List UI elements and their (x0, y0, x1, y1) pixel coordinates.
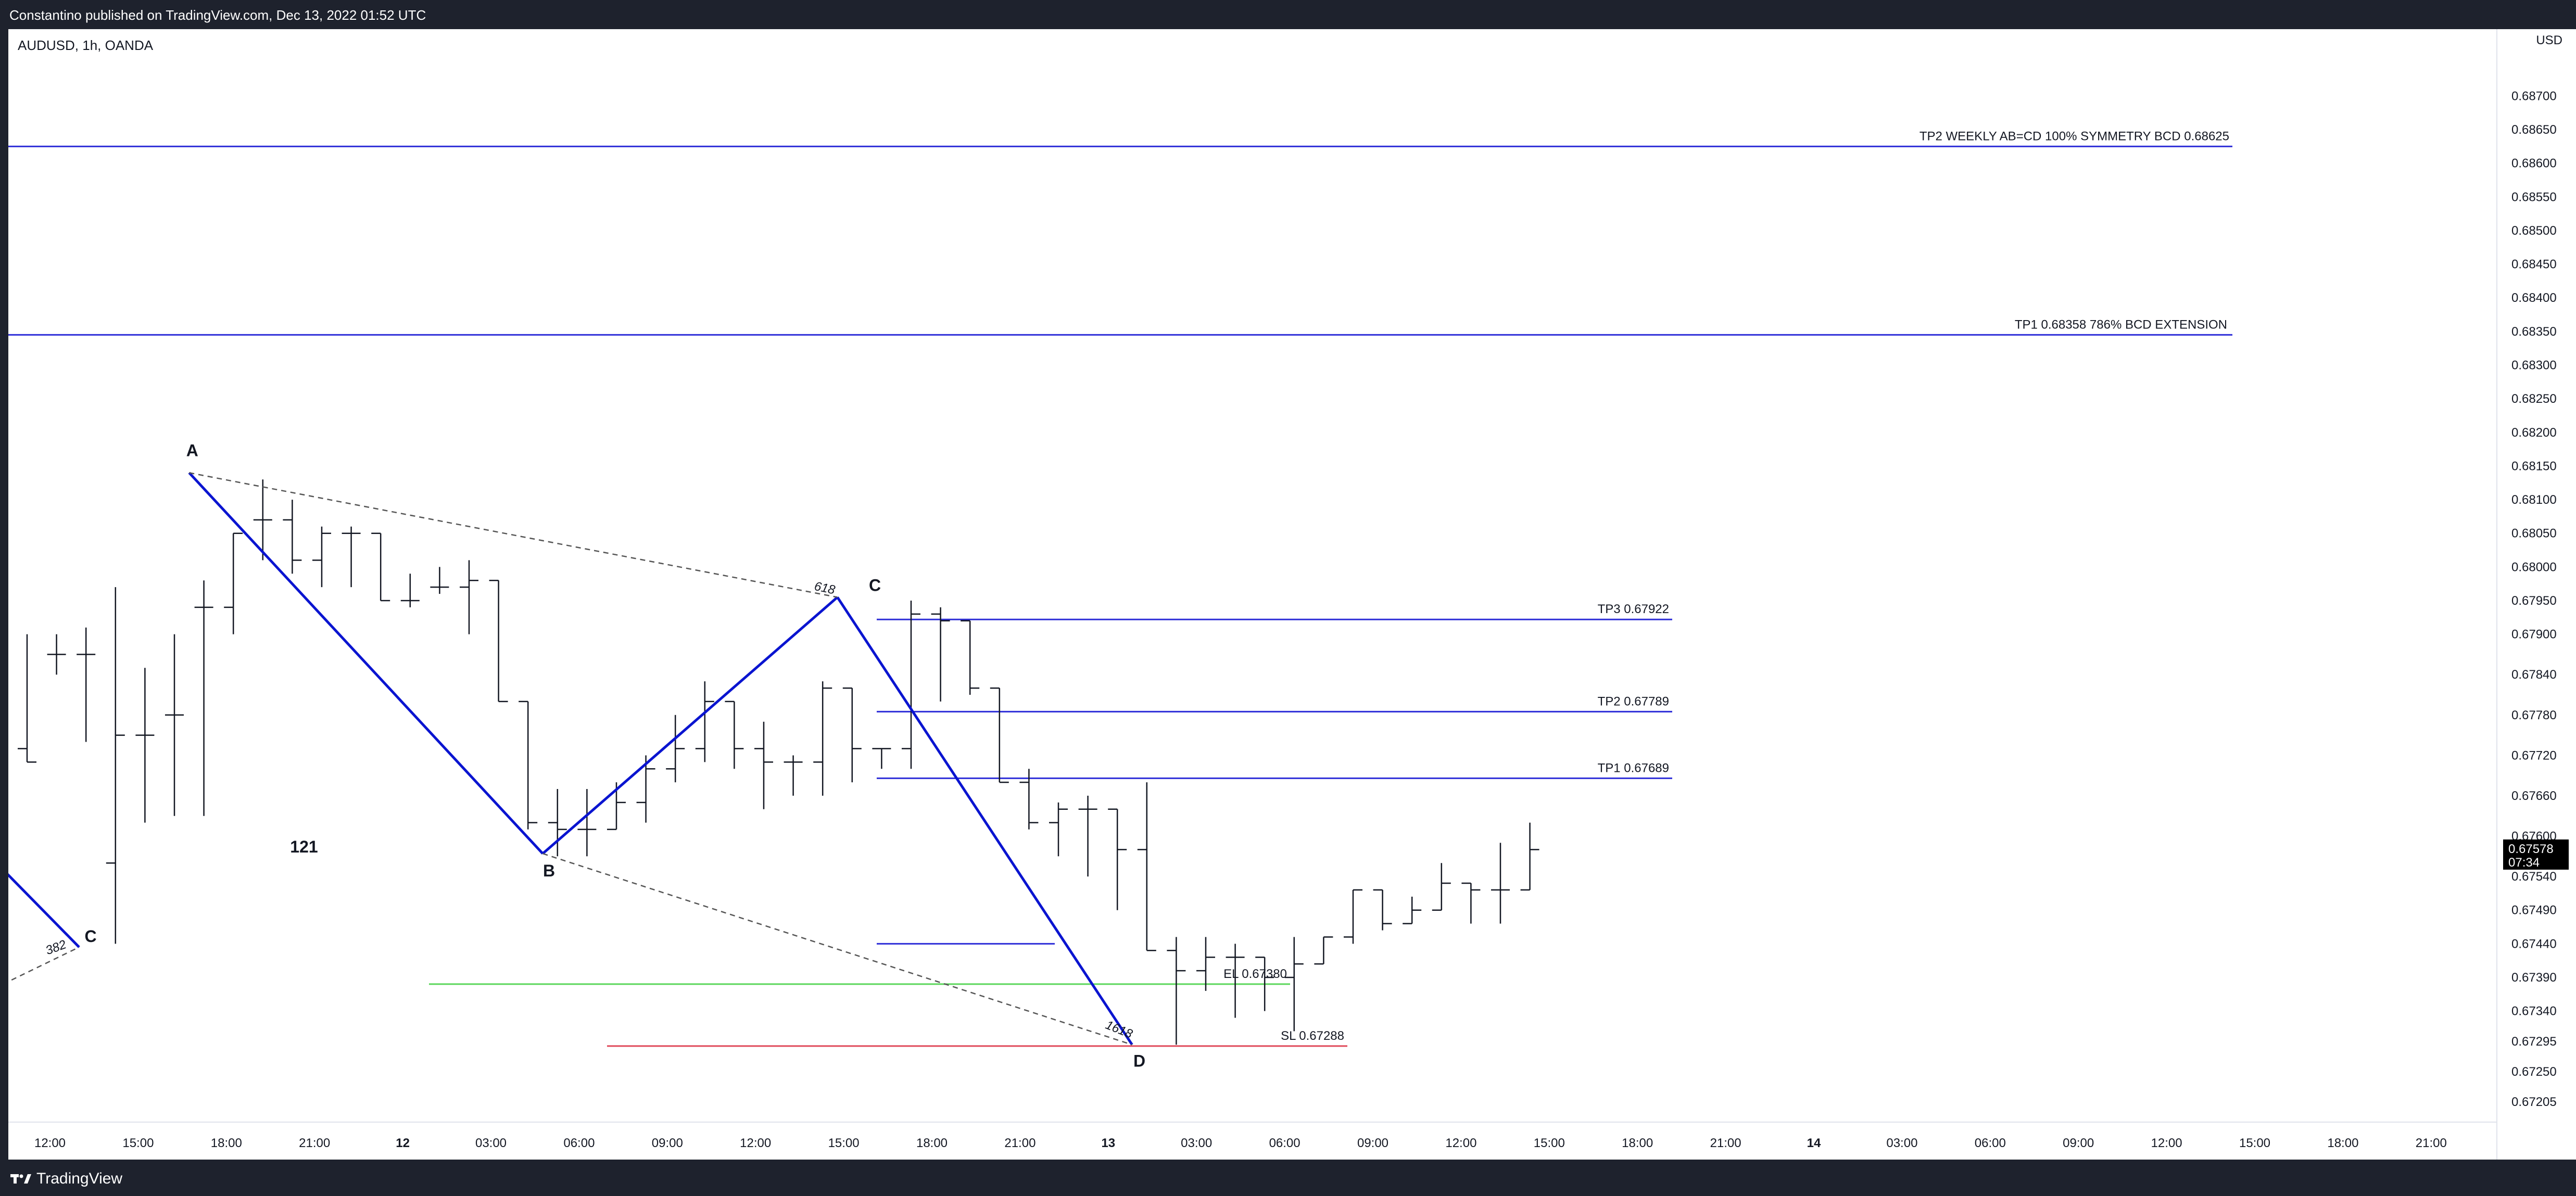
x-tick-label: 18:00 (1622, 1136, 1653, 1150)
y-tick-label: 0.68150 (2511, 459, 2557, 473)
y-tick-label: 0.67780 (2511, 708, 2557, 722)
chart-pane[interactable]: 0.67205 0.67250 0.67295 0.67340 0.67390 0.674… (8, 29, 2576, 1160)
x-tick-label: 13 (1101, 1136, 1115, 1150)
x-tick-label: 15:00 (828, 1136, 860, 1150)
y-tick-label: 0.68050 (2511, 527, 2557, 541)
x-tick-label: 18:00 (211, 1136, 242, 1150)
ratio-label-618: 618 (813, 579, 837, 597)
x-tick-label: 03:00 (475, 1136, 507, 1150)
x-tick-label: 09:00 (2063, 1136, 2094, 1150)
level-label: TP3 0.67922 (1598, 602, 1669, 616)
prior-leg-line (8, 873, 80, 948)
x-tick-label: 21:00 (1710, 1136, 1741, 1150)
pattern-leg-cd (836, 596, 1133, 1046)
level-label: EL 0.67380 (1223, 967, 1287, 981)
y-tick-label: 0.67390 (2511, 971, 2557, 985)
y-tick-label: 0.68200 (2511, 426, 2557, 440)
point-label-c: C (869, 576, 881, 595)
pattern-leg-bc (541, 596, 839, 855)
point-label-a: A (186, 441, 198, 460)
y-tick-label: 0.68600 (2511, 157, 2557, 171)
currency-label: USD (2536, 33, 2562, 47)
x-tick-label: 09:00 (652, 1136, 683, 1150)
x-tick-label: 06:00 (563, 1136, 595, 1150)
last-price-tag (2503, 839, 2569, 870)
y-tick-label: 0.67490 (2511, 904, 2557, 918)
x-tick-label: 03:00 (1886, 1136, 1917, 1150)
chart-canvas[interactable]: 0.67205 0.67250 0.67295 0.67340 0.67390 0.674… (8, 29, 2576, 1160)
x-tick-label: 15:00 (1534, 1136, 1565, 1150)
x-tick-label: 03:00 (1181, 1136, 1212, 1150)
x-tick-label: 06:00 (1975, 1136, 2006, 1150)
x-tick-label: 12 (396, 1136, 410, 1150)
y-tick-label: 0.68400 (2511, 291, 2557, 305)
x-tick-label: 15:00 (122, 1136, 154, 1150)
y-tick-label: 0.68450 (2511, 258, 2557, 272)
y-tick-label: 0.68550 (2511, 190, 2557, 204)
x-tick-label: 06:00 (1269, 1136, 1300, 1150)
y-tick-label: 0.67540 (2511, 870, 2557, 884)
x-tick-label: 12:00 (34, 1136, 66, 1150)
tradingview-logo-icon (10, 1174, 31, 1184)
brand-name: TradingView (36, 1170, 123, 1187)
y-tick-label: 0.67440 (2511, 937, 2557, 951)
x-tick-label: 21:00 (2416, 1136, 2447, 1150)
countdown-value: 07:34 (2508, 856, 2540, 870)
x-tick-label: 09:00 (1357, 1136, 1388, 1150)
pattern-leg-ab (188, 472, 544, 855)
x-tick-label: 14 (1807, 1136, 1821, 1150)
ratio-line-ac (189, 472, 838, 598)
y-tick-label: 0.68700 (2511, 89, 2557, 103)
symbol-title: AUDUSD, 1h, OANDA (18, 37, 154, 53)
point-label-prior-c: C (84, 927, 96, 946)
y-tick-label: 0.67250 (2511, 1065, 2557, 1079)
x-tick-label: 12:00 (2151, 1136, 2182, 1150)
level-label: SL 0.67288 (1281, 1029, 1344, 1043)
publish-info: Constantino published on TradingView.com… (9, 7, 426, 23)
x-tick-label: 12:00 (1445, 1136, 1476, 1150)
x-tick-label: 18:00 (2327, 1136, 2358, 1150)
y-tick-label: 0.67950 (2511, 594, 2557, 608)
y-tick-label: 0.68100 (2511, 493, 2557, 507)
y-tick-label: 0.68000 (2511, 560, 2557, 574)
y-tick-label: 0.67295 (2511, 1035, 2557, 1049)
y-tick-label: 0.67840 (2511, 668, 2557, 682)
last-price-value: 0.67578 (2508, 842, 2554, 856)
y-tick-label: 0.67900 (2511, 628, 2557, 642)
y-tick-label: 0.67340 (2511, 1004, 2557, 1019)
x-tick-label: 21:00 (1004, 1136, 1036, 1150)
y-tick-label: 0.67205 (2511, 1095, 2557, 1109)
level-label: TP2 WEEKLY AB=CD 100% SYMMETRY BCD 0.686… (1920, 129, 2229, 143)
y-tick-label: 0.67660 (2511, 789, 2557, 803)
y-tick-label: 0.68650 (2511, 123, 2557, 137)
ratio-line-bd (542, 853, 1132, 1046)
x-tick-label: 15:00 (2239, 1136, 2270, 1150)
point-label-b: B (543, 861, 555, 880)
x-tick-label: 18:00 (916, 1136, 948, 1150)
point-label-d: D (1133, 1051, 1145, 1070)
ratio-label-1618: 1618 (1104, 1018, 1135, 1041)
publish-header: Constantino published on TradingView.com… (0, 0, 2576, 29)
y-tick-label: 0.68250 (2511, 392, 2557, 406)
pattern-count-label: 121 (290, 837, 318, 856)
level-label: TP2 0.67789 (1598, 694, 1669, 708)
y-tick-label: 0.68500 (2511, 224, 2557, 238)
level-label: TP1 0.67689 (1598, 761, 1669, 775)
y-tick-label: 0.68350 (2511, 325, 2557, 339)
ratio-line-prior (8, 946, 80, 983)
tradingview-logo[interactable]: TradingView (10, 1170, 122, 1188)
x-tick-label: 12:00 (740, 1136, 771, 1150)
footer-bar: TradingView (0, 1160, 2576, 1196)
y-tick-label: 0.68300 (2511, 359, 2557, 373)
level-label: TP1 0.68358 786% BCD EXTENSION (2015, 317, 2227, 332)
y-tick-label: 0.67720 (2511, 748, 2557, 762)
x-tick-label: 21:00 (299, 1136, 330, 1150)
